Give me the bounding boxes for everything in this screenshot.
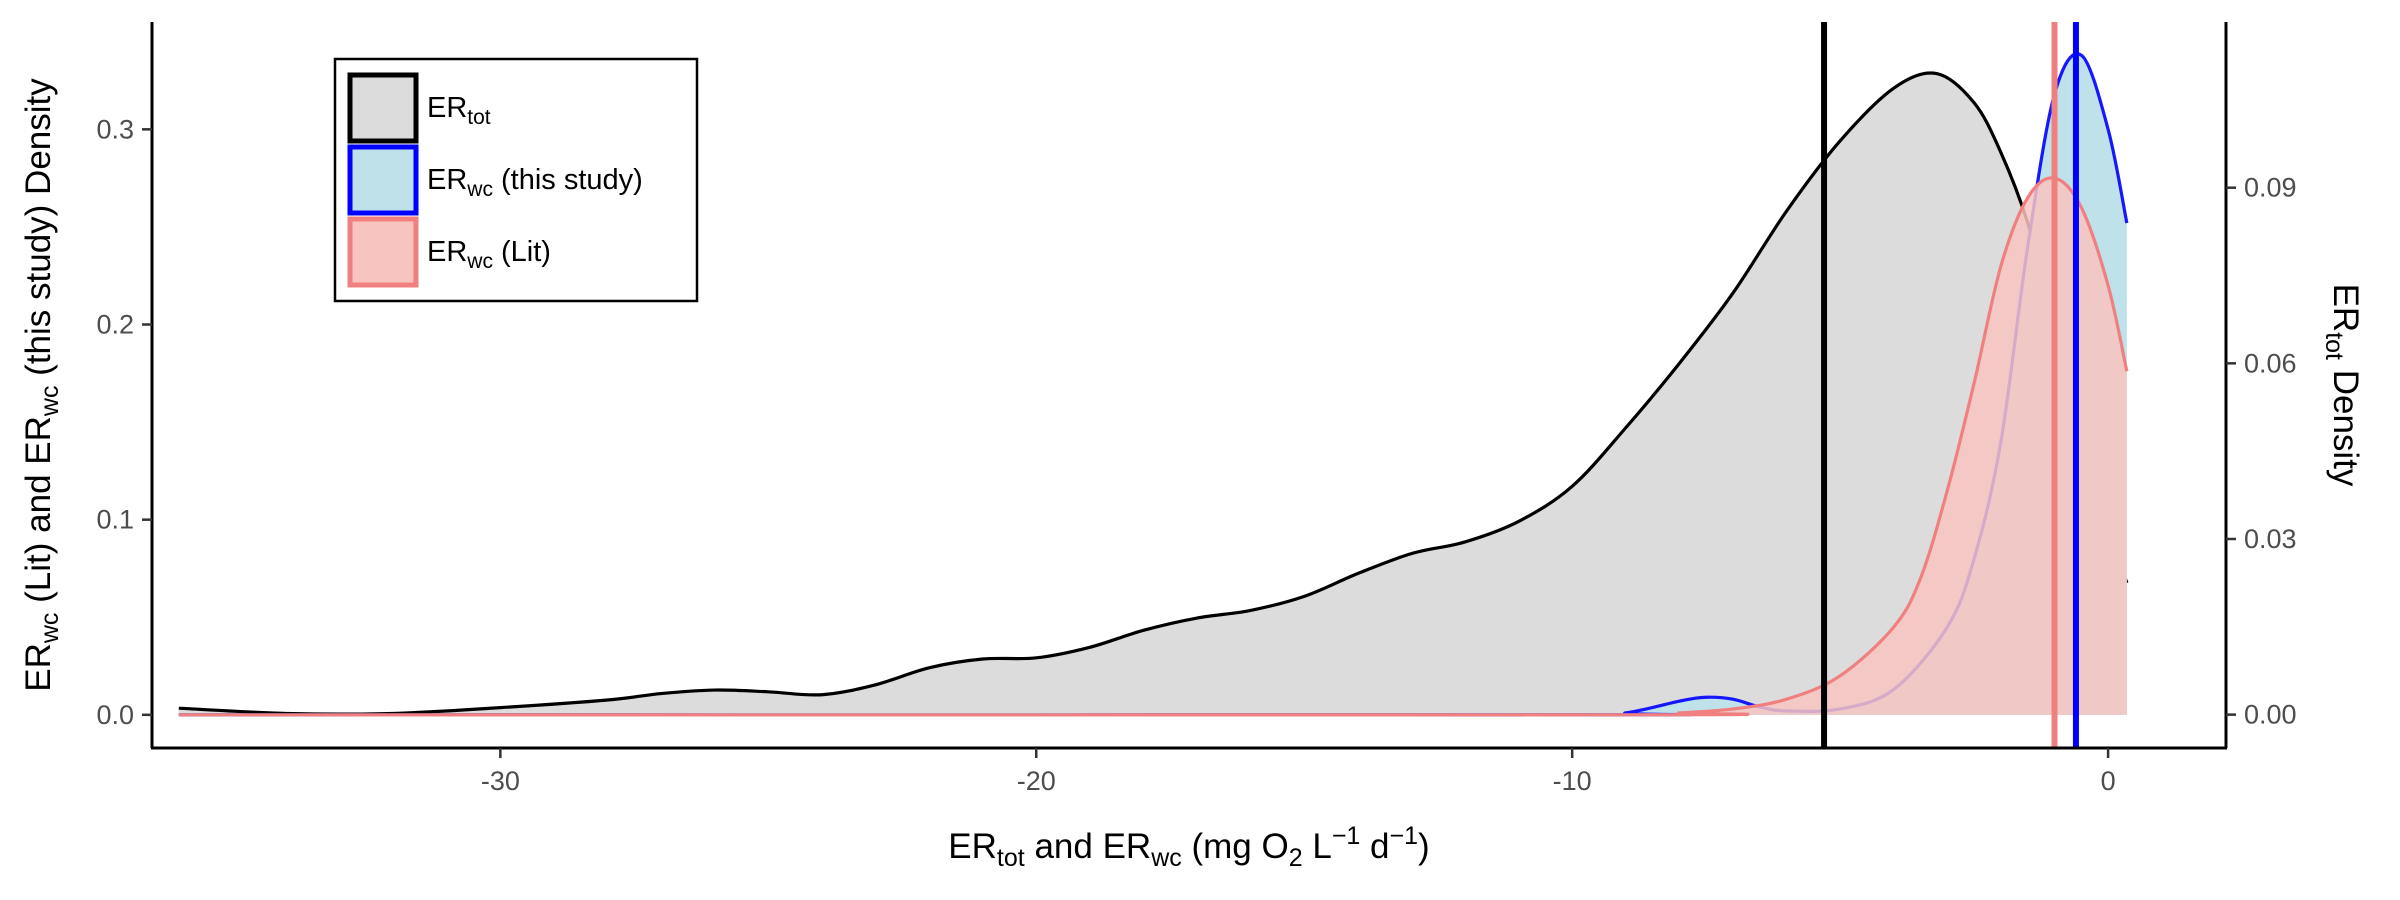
x-tick-label: -20 xyxy=(1017,766,1056,796)
density-area-er-wc-lit xyxy=(178,177,2127,715)
left-y-tick-label: 0.1 xyxy=(96,505,134,535)
left-y-tick-label: 0.2 xyxy=(96,310,134,340)
left-y-axis-title: ERwc (Lit) and ERwc (this study) Density xyxy=(19,78,64,692)
x-tick-label: -10 xyxy=(1553,766,1592,796)
series-er-tot xyxy=(178,71,2129,716)
right-y-tick-label: 0.00 xyxy=(2244,700,2297,730)
legend-label-er-wc-lit: ERwc (Lit) xyxy=(427,236,551,273)
axis-ticks: -30 -20 -10 0 0.0 0.1 0.2 0.3 0.00 0.03 0.06 0.09 xyxy=(96,114,2296,796)
x-axis-title: ERtot and ERwc (mg O2 L−1 d−1) xyxy=(948,822,1429,872)
density-curve-er-tot xyxy=(178,71,2129,716)
legend-label-er-wc-this-study: ERwc (this study) xyxy=(427,164,643,201)
legend-swatch-er-tot xyxy=(347,72,419,144)
x-tick-label: -30 xyxy=(481,766,520,796)
x-tick-label: 0 xyxy=(2101,766,2116,796)
legend-label-er-tot: ERtot xyxy=(427,92,491,129)
right-y-tick-label: 0.03 xyxy=(2244,524,2297,554)
legend-item-er-wc-lit: ERwc (Lit) xyxy=(347,216,551,288)
legend-item-er-tot: ERtot xyxy=(347,72,491,144)
left-y-tick-label: 0.3 xyxy=(96,114,134,144)
right-y-tick-label: 0.06 xyxy=(2244,348,2297,378)
mean-lines xyxy=(1821,22,2079,748)
right-y-axis-title: ERtot Density xyxy=(2320,284,2365,487)
legend: ERtot ERwc (this study) ERwc (Lit) xyxy=(333,57,699,303)
density-area-er-tot xyxy=(178,72,2127,715)
legend-item-er-wc-this-study: ERwc (this study) xyxy=(347,144,643,216)
right-y-tick-label: 0.09 xyxy=(2244,173,2297,203)
left-y-tick-label: 0.0 xyxy=(96,700,134,730)
legend-swatch-er-wc-lit xyxy=(347,216,419,288)
legend-swatch-er-wc-this-study xyxy=(347,144,419,216)
